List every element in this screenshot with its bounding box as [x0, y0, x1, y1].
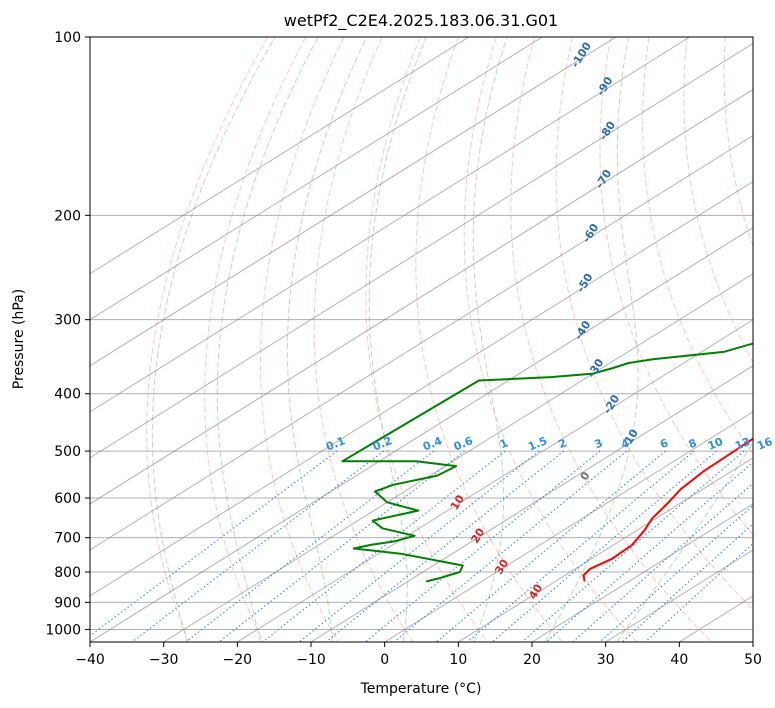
- dry-adiabat: [683, 37, 753, 364]
- isotherm-line: [90, 42, 753, 459]
- sounding-series: [341, 342, 753, 583]
- mixing-ratio-line: [491, 450, 718, 642]
- mixing-ratio-line: [325, 450, 565, 642]
- y-tick-label: 800: [54, 565, 81, 581]
- y-axis-label: Pressure (hPa): [11, 289, 27, 389]
- mixing-ratio-line: [298, 450, 540, 642]
- mixing-ratio-label: 6: [658, 436, 670, 451]
- x-tick-label: 50: [744, 652, 762, 668]
- x-tick-label: 30: [597, 652, 615, 668]
- dry-adiabat: [463, 37, 638, 642]
- pressure-gridlines: [90, 37, 753, 630]
- isotherm-line: [531, 503, 753, 642]
- chart-title: wetPf2_C2E4.2025.183.06.31.G01: [284, 11, 558, 31]
- mixing-ratio-line: [436, 450, 666, 642]
- mixing-ratio-label: 0.6: [452, 434, 475, 453]
- dry-adiabat: [146, 37, 269, 642]
- reference-lines: [90, 37, 775, 642]
- mixing-ratio-label: 1: [498, 436, 510, 451]
- isotherm-line: [752, 641, 753, 642]
- moist-adiabat: [472, 37, 508, 642]
- x-tick-label: 10: [449, 652, 467, 668]
- mixing-ratio-label: 3: [593, 436, 605, 451]
- mixing-ratio-line: [521, 450, 745, 642]
- temperature-isotherm-label: 30: [492, 557, 511, 577]
- mixing-ratio-line: [545, 461, 753, 642]
- moist-adiabat: [368, 37, 427, 642]
- isotherm-line: [90, 180, 753, 597]
- mixing-ratio-line: [393, 450, 627, 642]
- x-axis-label: Temperature (°C): [360, 681, 482, 697]
- mixing-ratio-line: [364, 450, 601, 642]
- y-tick-label: 100: [54, 30, 81, 46]
- mixing-ratio-line: [131, 450, 385, 642]
- mixing-ratio-label: 10: [706, 435, 725, 453]
- mixing-ratio-label: 13: [733, 435, 752, 453]
- dry-adiabat: [204, 37, 307, 642]
- mixing-ratio-line: [218, 450, 465, 642]
- isotherm-line: [90, 227, 753, 642]
- isotherm-line: [310, 365, 753, 642]
- x-tick-label: 0: [380, 652, 389, 668]
- isotherm-line: [90, 88, 753, 505]
- isotherm-line: [90, 37, 690, 413]
- isotherm-line: [90, 37, 617, 367]
- moist-adiabat: [151, 37, 276, 642]
- y-tick-label: 300: [54, 313, 81, 329]
- y-tick-label: 400: [54, 387, 81, 403]
- y-tick-label: 200: [54, 208, 81, 224]
- mixing-ratio-line: [467, 450, 695, 642]
- y-tick-label: 500: [54, 444, 81, 460]
- dry-adiabat: [415, 37, 563, 642]
- isotherm-line: [605, 549, 753, 642]
- y-tick-label: 1000: [45, 622, 81, 638]
- isotherm-label: -100: [569, 40, 595, 71]
- x-tick-label: −10: [296, 652, 326, 668]
- plot-frame: [89, 36, 754, 643]
- mixing-ratio-line: [90, 450, 338, 637]
- x-tick-label: 20: [523, 652, 541, 668]
- dry-adiabat: [642, 37, 753, 455]
- x-tick-label: 40: [670, 652, 688, 668]
- temperature-line: [582, 437, 753, 582]
- mixing-ratio-line: [262, 450, 506, 642]
- y-tick-label: 900: [54, 595, 81, 611]
- isotherm-line: [163, 273, 753, 642]
- mixing-ratio-label: 2: [556, 436, 568, 451]
- temperature-isotherm-label: 10: [448, 492, 467, 512]
- moist-adiabat: [216, 37, 319, 642]
- mixing-ratio-label: 16: [755, 435, 774, 453]
- mixing-ratio-label: 8: [687, 436, 699, 451]
- dewpoint-line: [341, 342, 753, 583]
- x-tick-label: −20: [223, 652, 253, 668]
- mixing-ratio-line: [622, 523, 753, 642]
- isotherm-line: [90, 37, 543, 321]
- mixing-ratio-line: [185, 450, 435, 642]
- dry-adiabat: [763, 37, 775, 642]
- isotherm-line: [384, 411, 753, 642]
- dry-adiabat: [365, 37, 488, 642]
- mixing-ratio-line: [644, 542, 753, 642]
- y-tick-label: 700: [54, 531, 81, 547]
- isotherm-line: [90, 37, 469, 275]
- isotherm-line: [458, 457, 753, 642]
- y-axis: 100 200 300 400 500 600 700 800 900 1000: [45, 30, 90, 638]
- x-tick-label: −30: [149, 652, 179, 668]
- moist-adiabat: [544, 37, 639, 642]
- zero-isotherm-label: 0: [578, 469, 593, 483]
- moist-adiabat: [286, 37, 368, 642]
- dry-adiabat: [599, 37, 753, 536]
- mixing-ratio-line: [599, 504, 753, 642]
- dry-adiabat: [260, 37, 345, 642]
- x-tick-label: −40: [75, 652, 105, 668]
- x-axis: −40 −30 −20 −10 0 10 20 30 40 50: [75, 642, 762, 668]
- isotherm-line: [90, 134, 753, 551]
- dry-adiabat: [555, 37, 753, 611]
- y-tick-label: 600: [54, 491, 81, 507]
- dry-adiabat: [723, 37, 753, 248]
